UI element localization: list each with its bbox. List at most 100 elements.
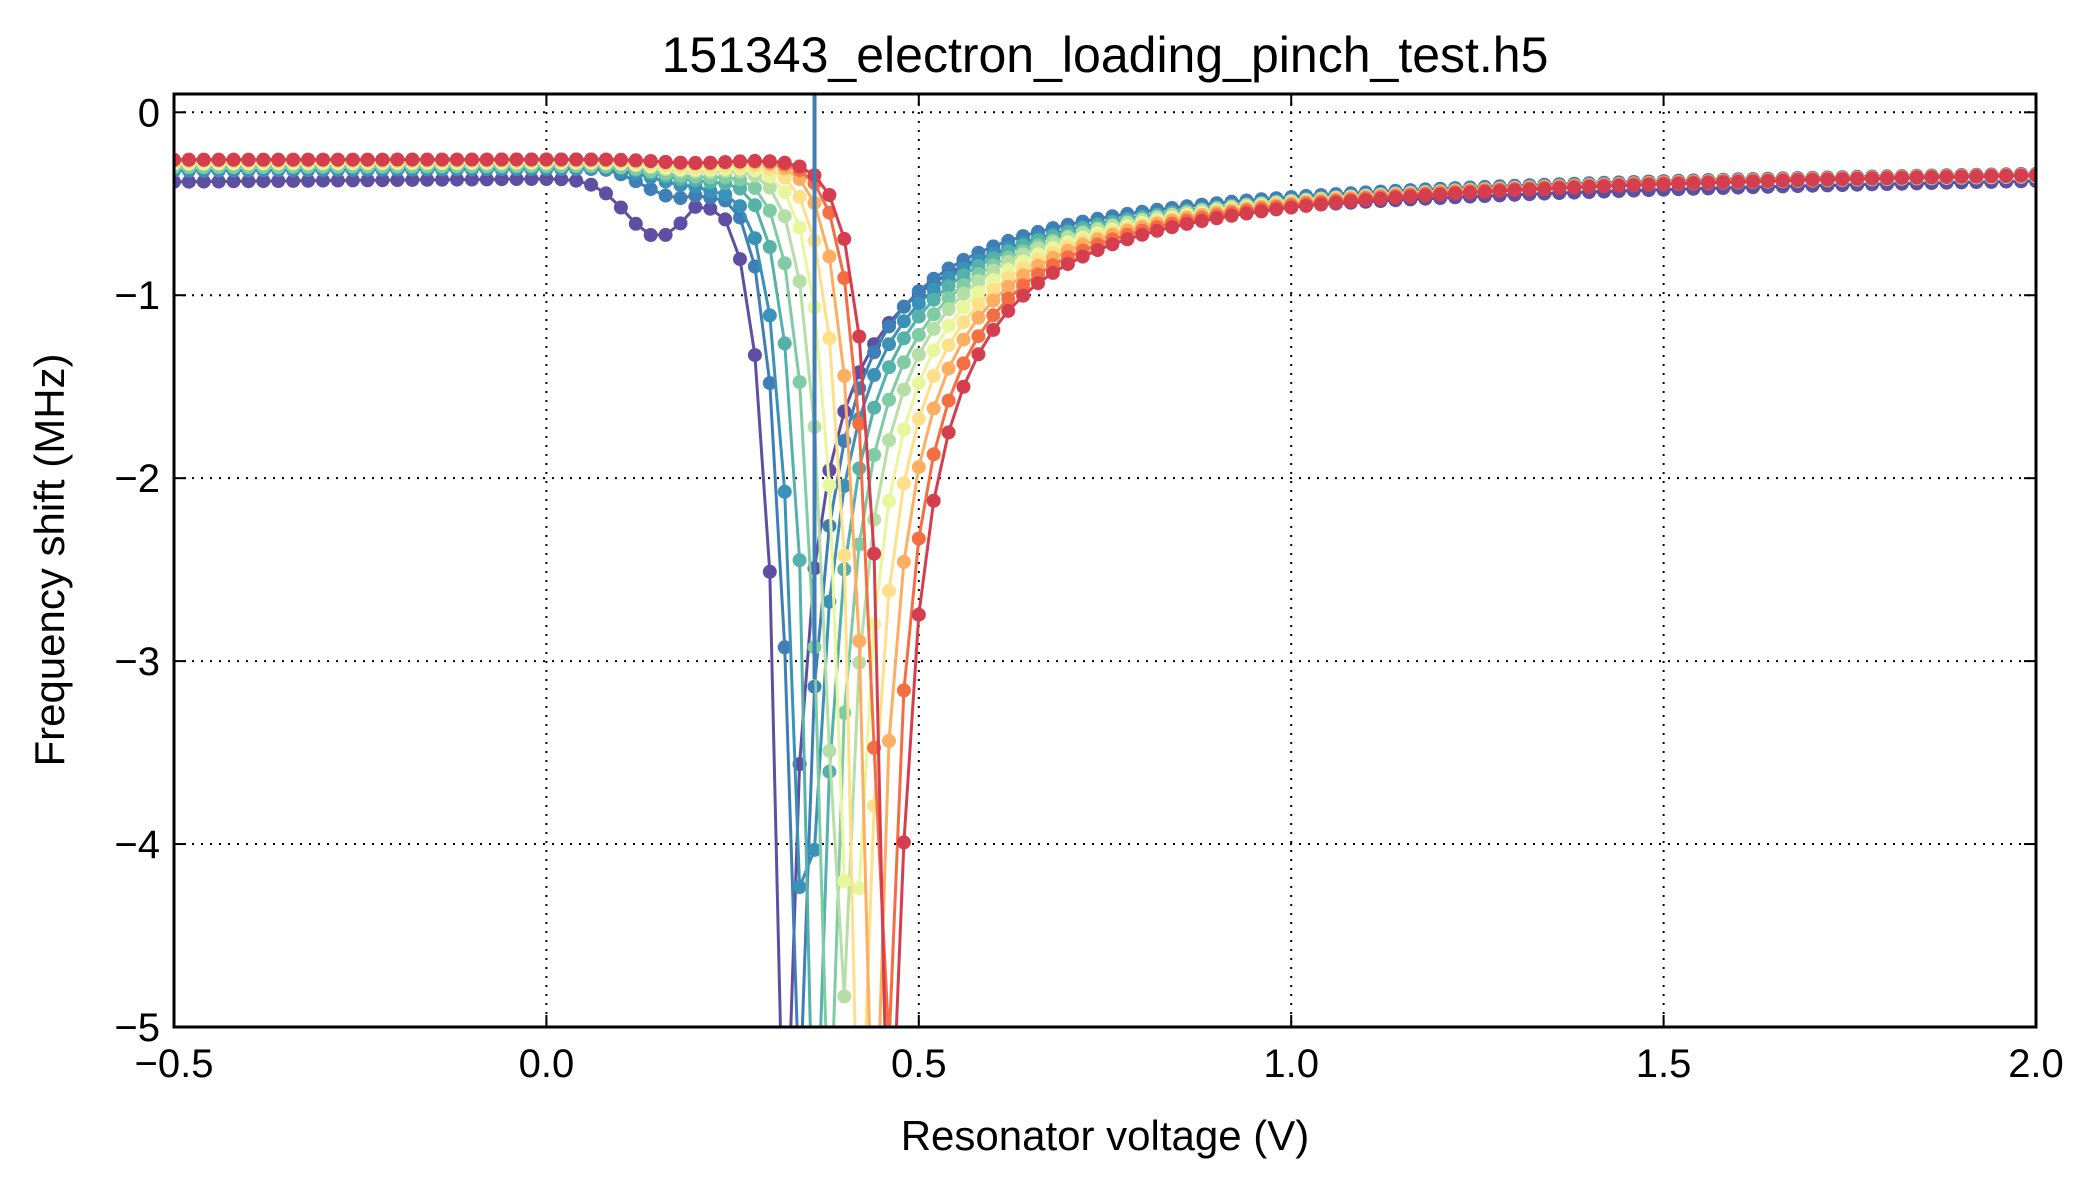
data-point — [822, 188, 837, 202]
data-point — [1001, 291, 1016, 306]
data-point — [1686, 176, 1701, 191]
data-point — [792, 375, 807, 390]
y-tick-label: −4 — [114, 823, 160, 867]
data-point — [345, 152, 360, 167]
data-point — [837, 874, 852, 889]
data-point — [852, 881, 867, 896]
data-point — [1641, 177, 1656, 192]
data-point — [882, 733, 896, 748]
data-point — [837, 231, 852, 246]
data-point — [926, 368, 941, 383]
data-point — [1463, 185, 1477, 200]
data-point — [241, 152, 256, 167]
data-point — [911, 284, 926, 299]
data-point — [494, 172, 509, 187]
data-point — [1194, 214, 1209, 228]
data-point — [1477, 184, 1492, 199]
data-point — [1984, 169, 1999, 184]
data-point — [524, 172, 539, 186]
data-point — [1611, 178, 1626, 193]
data-point — [792, 220, 807, 235]
data-point — [882, 360, 896, 375]
data-point — [941, 425, 956, 440]
data-point — [330, 173, 345, 188]
data-point — [450, 172, 464, 187]
data-point — [1016, 268, 1031, 283]
data-point — [926, 282, 941, 297]
data-point — [896, 331, 911, 346]
data-point — [747, 153, 762, 168]
data-point — [941, 279, 956, 294]
data-point — [1954, 169, 1969, 184]
data-point — [628, 153, 643, 168]
data-point — [822, 519, 837, 533]
series-line — [174, 164, 2036, 1027]
data-point — [718, 187, 733, 202]
data-point — [747, 231, 762, 246]
data-point — [956, 268, 971, 283]
data-point — [896, 355, 911, 370]
data-point — [1820, 172, 1835, 187]
data-point — [971, 329, 986, 344]
data-point — [762, 154, 777, 169]
data-point — [1924, 170, 1939, 185]
data-point — [1001, 279, 1016, 294]
data-point — [911, 460, 926, 475]
series-line — [174, 159, 2036, 1027]
series-line — [174, 164, 2036, 1027]
data-point — [316, 173, 330, 188]
data-point — [1120, 232, 1135, 247]
data-point — [777, 336, 792, 351]
data-point — [1343, 194, 1358, 209]
y-tick-label: −2 — [114, 457, 160, 501]
data-point — [837, 548, 852, 563]
data-point — [777, 256, 792, 271]
data-point — [181, 152, 196, 167]
series-3 — [174, 159, 2036, 1027]
data-point — [658, 188, 673, 203]
data-point — [777, 185, 792, 199]
data-point — [762, 240, 777, 254]
series-5 — [174, 155, 2036, 1004]
data-point — [405, 172, 420, 187]
data-point — [822, 249, 837, 264]
data-point — [1537, 181, 1552, 196]
data-point — [971, 310, 986, 325]
data-point — [1567, 180, 1582, 195]
x-tick-label: 1.0 — [1263, 1042, 1319, 1086]
data-point — [822, 478, 837, 493]
data-point — [1299, 198, 1314, 213]
data-point — [450, 152, 464, 167]
data-point — [882, 392, 896, 407]
data-point — [375, 152, 390, 167]
data-point — [911, 376, 926, 390]
data-point — [926, 271, 941, 286]
data-point — [941, 393, 956, 408]
data-point — [926, 447, 941, 462]
data-point — [762, 376, 777, 391]
data-point — [345, 173, 360, 188]
data-point — [1016, 278, 1031, 293]
data-point — [479, 152, 494, 167]
data-point — [718, 155, 733, 170]
data-point — [1016, 288, 1031, 303]
data-point — [792, 880, 807, 894]
data-point — [1358, 193, 1373, 208]
data-point — [956, 332, 971, 347]
data-point — [941, 361, 956, 376]
data-point — [1209, 211, 1224, 226]
x-tick-label: −0.5 — [135, 1042, 214, 1086]
data-point — [1552, 181, 1567, 196]
data-point — [971, 274, 986, 289]
data-point — [777, 640, 792, 655]
data-point — [911, 607, 926, 622]
data-point — [494, 152, 509, 167]
data-point — [673, 191, 688, 206]
series-line — [174, 158, 2036, 1027]
data-point — [926, 292, 941, 307]
data-point — [896, 314, 911, 329]
data-point — [1418, 188, 1433, 203]
data-point — [896, 382, 911, 397]
data-point — [1433, 187, 1448, 202]
data-point — [1969, 169, 1984, 184]
